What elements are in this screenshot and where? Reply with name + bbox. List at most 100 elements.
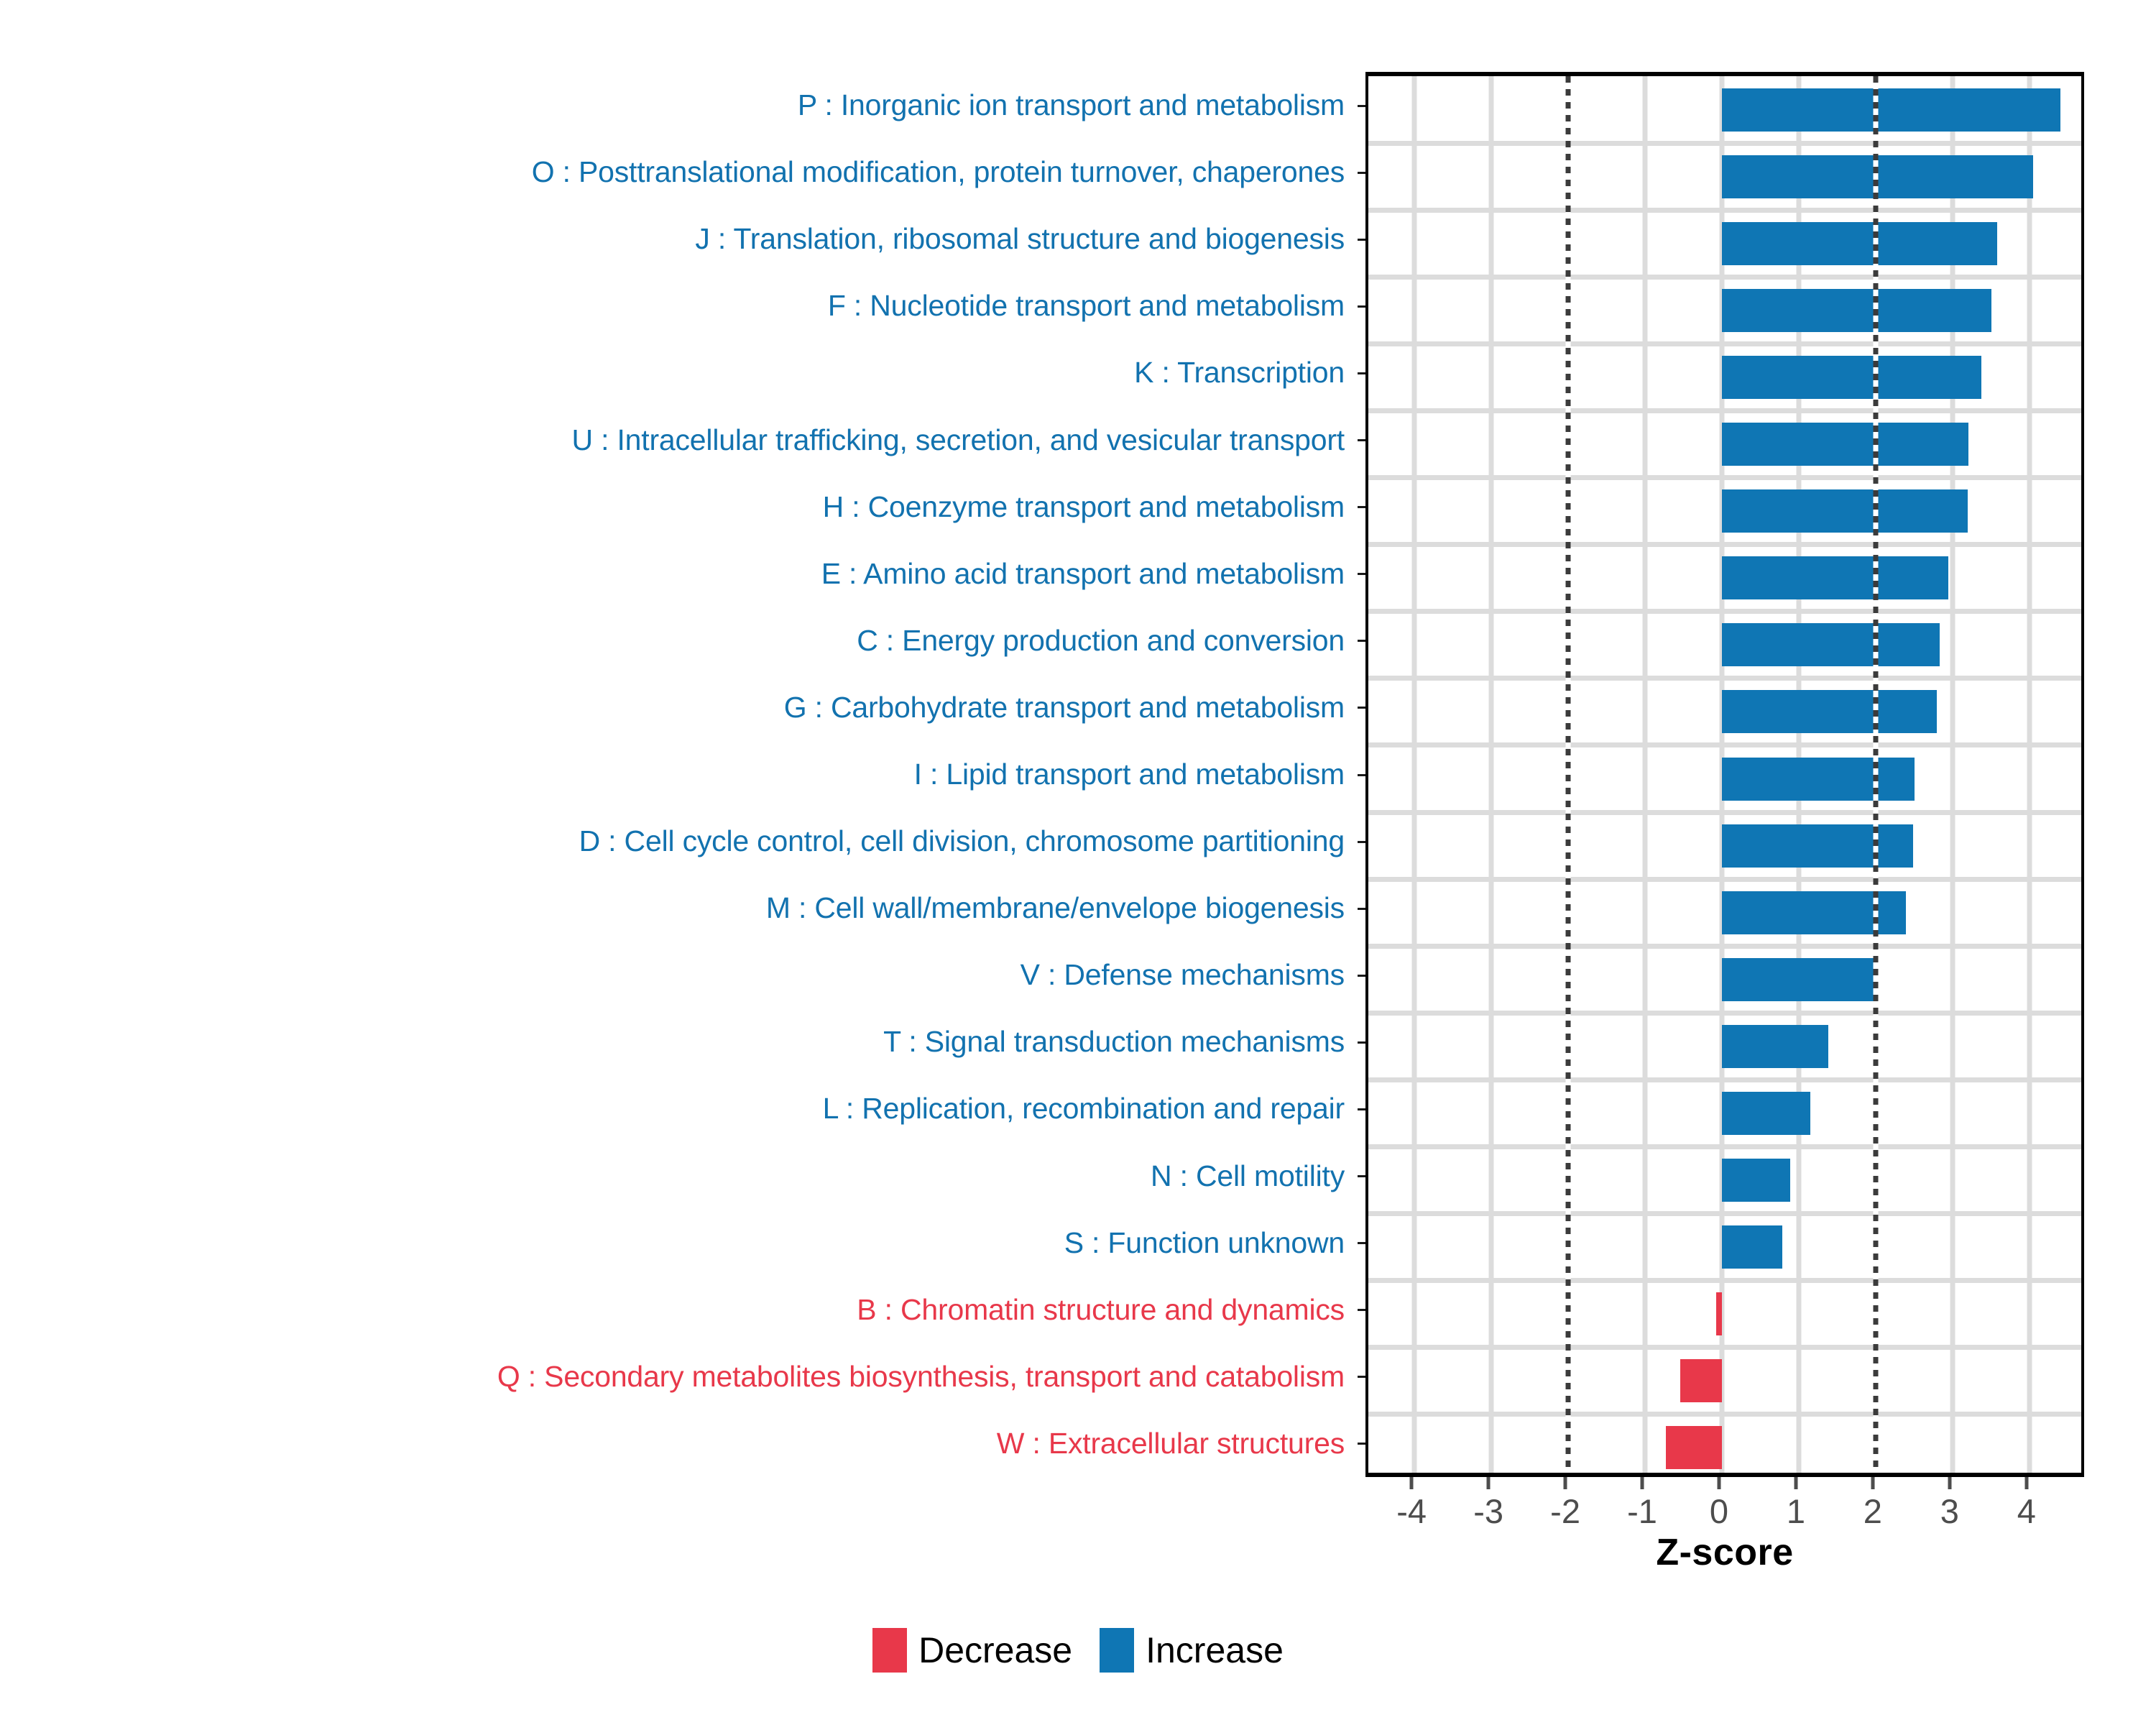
y-axis-tick [1358, 907, 1365, 910]
y-axis-tick [1358, 707, 1365, 709]
y-axis-label: D : Cell cycle control, cell division, c… [579, 824, 1345, 858]
x-axis-tick [1794, 1477, 1798, 1489]
x-axis-tick [1871, 1477, 1875, 1489]
y-axis-label-row: K : Transcription [0, 339, 1355, 406]
y-axis-label-row: J : Translation, ribosomal structure and… [0, 206, 1355, 272]
x-axis-title: Z-score [1656, 1532, 1794, 1573]
y-axis-label-row: P : Inorganic ion transport and metaboli… [0, 72, 1355, 139]
bar [1721, 824, 1914, 868]
y-axis-label-row: H : Coenzyme transport and metabolism [0, 474, 1355, 540]
horizontal-gridline [1368, 274, 2081, 280]
y-axis-label: M : Cell wall/membrane/envelope biogenes… [765, 891, 1345, 925]
y-axis-tick [1358, 773, 1365, 776]
y-axis-label-row: Q : Secondary metabolites biosynthesis, … [0, 1343, 1355, 1410]
horizontal-gridline [1368, 1345, 2081, 1351]
y-axis-label-row: O : Posttranslational modification, prot… [0, 139, 1355, 206]
bar [1721, 221, 1997, 265]
y-axis-label-row: M : Cell wall/membrane/envelope biogenes… [0, 875, 1355, 942]
bar [1721, 1091, 1810, 1135]
y-axis-tick [1358, 974, 1365, 977]
y-axis-tick [1358, 1309, 1365, 1312]
reference-line [1565, 76, 1571, 1473]
y-axis-label-row: G : Carbohydrate transport and metabolis… [0, 674, 1355, 741]
y-axis-label-row: E : Amino acid transport and metabolism [0, 540, 1355, 607]
horizontal-gridline [1368, 1077, 2081, 1082]
y-axis-label-row: N : Cell motility [0, 1143, 1355, 1210]
y-axis-category-labels: P : Inorganic ion transport and metaboli… [0, 72, 1365, 1477]
plot-panel [1365, 72, 2084, 1477]
y-axis-label: Q : Secondary metabolites biosynthesis, … [497, 1359, 1345, 1393]
bar [1721, 1225, 1783, 1269]
x-axis-tick-label: 4 [2017, 1492, 2036, 1530]
y-axis-tick [1358, 104, 1365, 107]
y-axis-label: L : Replication, recombination and repai… [822, 1092, 1345, 1126]
y-axis-label-row: F : Nucleotide transport and metabolism [0, 272, 1355, 339]
bar [1665, 1426, 1722, 1470]
y-axis-tick [1358, 1175, 1365, 1178]
legend-item[interactable]: Increase [1100, 1628, 1284, 1673]
x-axis-tick [1409, 1477, 1414, 1489]
y-axis-label-row: V : Defense mechanisms [0, 942, 1355, 1008]
x-axis-tick [1486, 1477, 1491, 1489]
y-axis-label: I : Lipid transport and metabolism [913, 757, 1345, 791]
x-axis-tick [1640, 1477, 1644, 1489]
y-axis-tick [1358, 840, 1365, 843]
y-axis-tick [1358, 305, 1365, 308]
chart-legend: Decrease Increase [0, 1628, 2156, 1673]
x-axis-tick-label: -4 [1396, 1492, 1427, 1530]
vertical-gridline [1488, 76, 1494, 1473]
y-axis-label-row: L : Replication, recombination and repai… [0, 1075, 1355, 1142]
y-axis-tick [1358, 1376, 1365, 1379]
horizontal-gridline [1368, 609, 2081, 615]
y-axis-label: P : Inorganic ion transport and metaboli… [797, 88, 1345, 122]
horizontal-gridline [1368, 1144, 2081, 1150]
legend-label: Increase [1146, 1630, 1284, 1670]
x-axis-tick-label: -3 [1473, 1492, 1504, 1530]
vertical-gridline [2027, 76, 2032, 1473]
y-axis-label: K : Transcription [1134, 356, 1345, 390]
horizontal-gridline [1368, 207, 2081, 213]
x-axis: -4 -3 -2 -1 0 1 2 3 4 [1365, 1477, 2084, 1542]
y-axis-label: N : Cell motility [1151, 1159, 1345, 1192]
y-axis-label-row: W : Extracellular structures [0, 1410, 1355, 1477]
horizontal-gridline [1368, 1010, 2081, 1016]
bar [1716, 1292, 1722, 1336]
legend-label: Decrease [918, 1630, 1073, 1670]
horizontal-gridline [1368, 742, 2081, 748]
y-axis-label-row: T : Signal transduction mechanisms [0, 1008, 1355, 1075]
y-axis-label: W : Extracellular structures [996, 1426, 1345, 1460]
y-axis-tick [1358, 1242, 1365, 1245]
x-axis-tick-label: 2 [1863, 1492, 1882, 1530]
y-axis-tick [1358, 238, 1365, 241]
x-axis-tick-label: 1 [1786, 1492, 1805, 1530]
horizontal-gridline [1368, 943, 2081, 949]
bar [1721, 288, 1992, 332]
bar [1721, 556, 1949, 600]
legend-item[interactable]: Decrease [872, 1628, 1072, 1673]
y-axis-label-row: D : Cell cycle control, cell division, c… [0, 808, 1355, 875]
x-axis-tick-label: 0 [1709, 1492, 1729, 1530]
x-axis-tick [1717, 1477, 1721, 1489]
bar [1680, 1359, 1722, 1403]
x-axis-tick-label: 3 [1940, 1492, 1959, 1530]
horizontal-gridline [1368, 475, 2081, 481]
y-axis-tick [1358, 573, 1365, 576]
y-axis-tick [1358, 171, 1365, 174]
y-axis-label-row: C : Energy production and conversion [0, 607, 1355, 674]
y-axis-label-row: U : Intracellular trafficking, secretion… [0, 406, 1355, 473]
y-axis-tick [1358, 439, 1365, 442]
horizontal-gridline [1368, 140, 2081, 146]
x-axis-tick [1563, 1477, 1567, 1489]
y-axis-tick [1358, 1443, 1365, 1445]
y-axis-label: E : Amino acid transport and metabolism [821, 556, 1345, 590]
legend-swatch-icon [1100, 1628, 1135, 1673]
bar [1721, 489, 1968, 533]
y-axis-label: S : Function unknown [1064, 1225, 1345, 1259]
horizontal-gridline [1368, 542, 2081, 548]
reference-line [1873, 76, 1879, 1473]
x-axis-tick-label: -1 [1627, 1492, 1657, 1530]
cog-zscore-bar-chart: P : Inorganic ion transport and metaboli… [0, 72, 2084, 1573]
horizontal-gridline [1368, 1211, 2081, 1217]
y-axis-label: J : Translation, ribosomal structure and… [695, 222, 1345, 256]
